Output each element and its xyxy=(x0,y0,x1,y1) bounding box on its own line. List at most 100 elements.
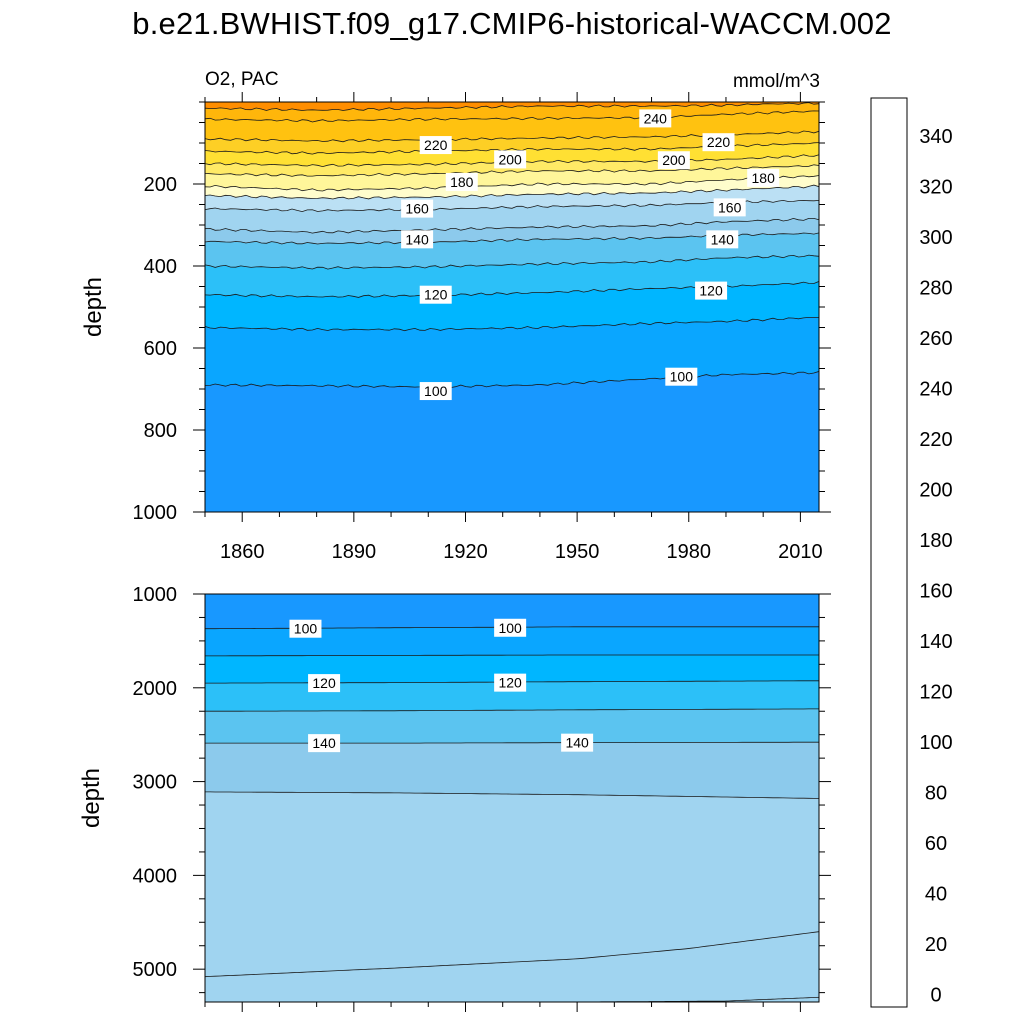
contour-label: 200 xyxy=(494,150,527,169)
colorbar-tick-label: 20 xyxy=(925,934,947,956)
contour-label: 100 xyxy=(494,618,527,637)
x-tick-label: 2010 xyxy=(778,541,823,563)
contour-line-130 xyxy=(205,254,819,270)
contour-label-box xyxy=(401,199,434,218)
colorbar-tick-label: 320 xyxy=(919,176,952,198)
contour-line-110 xyxy=(205,317,819,332)
x-tick-label: 1890 xyxy=(332,541,377,563)
y-tick-label: 400 xyxy=(144,256,177,278)
contour-label-box xyxy=(713,198,746,217)
y-tick-label: 600 xyxy=(144,338,177,360)
y-tick-label: 800 xyxy=(144,420,177,442)
plot-area: 100 100 120 120 140 140 xyxy=(205,594,819,1002)
contour-label: 140 xyxy=(706,230,739,249)
colorbar-tick-label: 180 xyxy=(919,530,952,552)
contour-label-box xyxy=(494,150,527,169)
contour-label-text: 180 xyxy=(752,170,776,186)
colorbar-tick-label: 260 xyxy=(919,328,952,350)
contour-line-130 xyxy=(205,708,819,712)
contour-label-box xyxy=(419,382,452,401)
x-tick-label: 1920 xyxy=(443,541,488,563)
contour-line-150 xyxy=(205,217,819,234)
contour-label-text: 240 xyxy=(644,110,668,126)
contour-label: 160 xyxy=(713,198,746,217)
contour-line-180 xyxy=(205,175,819,192)
contour-label: 160 xyxy=(401,199,434,218)
contour-label: 180 xyxy=(747,168,780,187)
contour-label-box xyxy=(308,734,341,753)
chart-title: b.e21.BWHIST.f09_g17.CMIP6-historical-WA… xyxy=(132,6,892,41)
contour-line-100 xyxy=(205,371,819,389)
contour-line-160 xyxy=(205,931,819,978)
colorbar-tick-label: 0 xyxy=(930,984,941,1006)
y-tick-label: 4000 xyxy=(133,865,178,887)
contour-label-box xyxy=(639,109,672,128)
contour-label: 120 xyxy=(419,285,452,304)
colorbar: 0 20 40 60 80 100 120 140 160 180 200 220 240 260 280 3… xyxy=(870,97,953,1008)
contour-label-text: 120 xyxy=(699,283,723,299)
contour-label: 240 xyxy=(639,109,672,128)
contour-label-box xyxy=(747,168,780,187)
colorbar-tick-label: 140 xyxy=(919,631,952,653)
contour-label-box xyxy=(702,133,735,152)
contour-label-text: 220 xyxy=(707,134,731,150)
fill-band-90 xyxy=(205,594,819,629)
contour-label: 140 xyxy=(308,734,341,753)
colorbar-tick-label: 300 xyxy=(919,227,952,249)
contour-label-text: 200 xyxy=(498,151,522,167)
contour-label-text: 160 xyxy=(718,199,742,215)
contour-label-box xyxy=(445,172,478,191)
colorbar-tick-label: 280 xyxy=(919,277,952,299)
y-tick-label: 200 xyxy=(144,174,177,196)
contour-label-text: 140 xyxy=(405,231,429,247)
contour-label-text: 120 xyxy=(498,675,522,691)
contour-label-text: 100 xyxy=(294,621,318,637)
contour-label: 140 xyxy=(561,733,594,752)
x-tick-label: 1950 xyxy=(555,541,600,563)
contour-label-text: 220 xyxy=(424,137,448,153)
contour-line-190 xyxy=(205,164,819,177)
contour-label-text: 120 xyxy=(312,675,336,691)
contour-label-box xyxy=(695,281,728,300)
contour-label-text: 180 xyxy=(450,174,474,190)
x-tick-label: 1860 xyxy=(220,541,265,563)
contour-line-110 xyxy=(205,654,819,657)
colorbar-tick-label: 80 xyxy=(925,782,947,804)
colorbar-tick-label: 220 xyxy=(919,429,952,451)
y-tick-label: 2000 xyxy=(133,678,178,700)
x-tick-label: 1980 xyxy=(667,541,712,563)
contour-label: 220 xyxy=(702,133,735,152)
top-panel: 240 220 220 200 200 180 180 160 160 140 140 120 120 1… xyxy=(80,69,831,563)
contour-label-text: 140 xyxy=(312,735,336,751)
contour-label-text: 100 xyxy=(498,620,522,636)
variable-region-label: O2, PAC xyxy=(205,69,279,90)
contour-label-box xyxy=(706,230,739,249)
colorbar-tick-label: 240 xyxy=(919,378,952,400)
plot-frame xyxy=(204,593,820,1003)
contour-label: 120 xyxy=(308,674,341,693)
contour-label-text: 160 xyxy=(405,201,429,217)
contour-label: 140 xyxy=(401,230,434,249)
contour-line-170 xyxy=(205,184,819,200)
plot-area: 240 220 220 200 200 180 180 160 160 140 140 120 120 1… xyxy=(205,102,819,512)
contour-label: 220 xyxy=(419,136,452,155)
contour-label-text: 140 xyxy=(711,231,735,247)
y-axis-label: depth xyxy=(80,277,107,337)
contour-label: 120 xyxy=(695,281,728,300)
contour-label: 120 xyxy=(494,673,527,692)
contour-label-box xyxy=(308,674,341,693)
y-tick-label: 1000 xyxy=(133,502,178,524)
contour-label-box xyxy=(494,673,527,692)
units-label: mmol/m^3 xyxy=(733,71,820,92)
contour-line-230 xyxy=(205,110,819,123)
colorbar-tick-label: 120 xyxy=(919,681,952,703)
colorbar-tick-label: 60 xyxy=(925,833,947,855)
contour-label-box xyxy=(401,230,434,249)
contour-line-240 xyxy=(205,102,819,111)
contour-label-box xyxy=(494,618,527,637)
contour-label-box xyxy=(289,619,322,638)
contour-label-text: 200 xyxy=(662,152,686,168)
y-tick-label: 5000 xyxy=(133,959,178,981)
y-axis-label: depth xyxy=(78,768,105,828)
